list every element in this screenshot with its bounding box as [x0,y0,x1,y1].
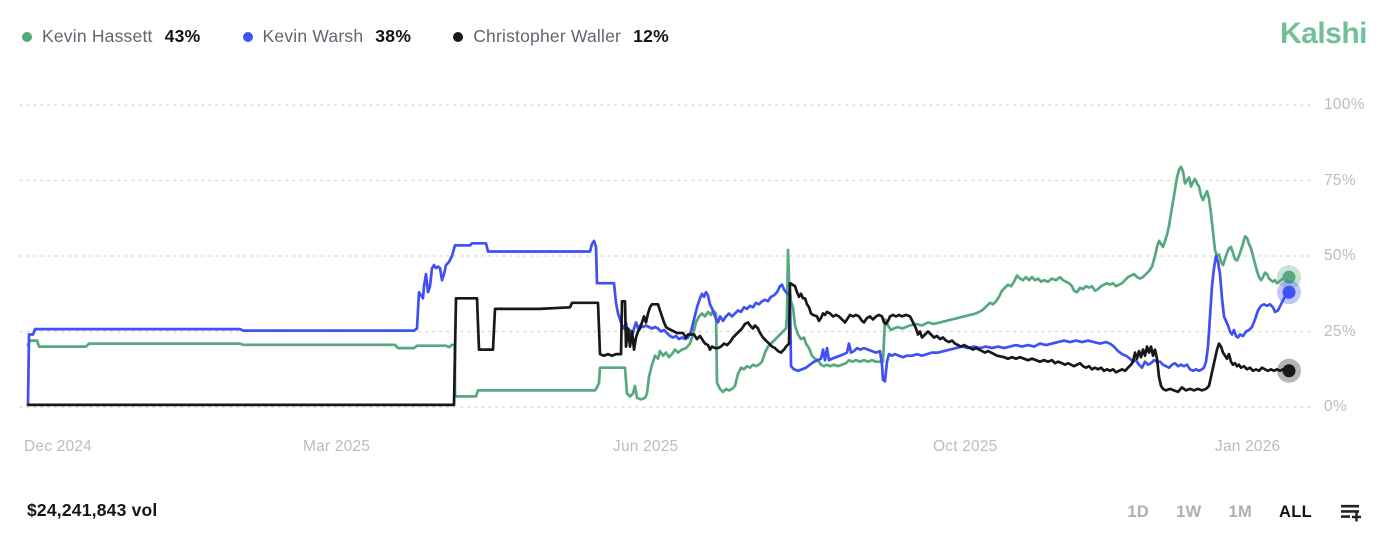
legend-value: 43% [164,26,201,46]
kalshi-logo: Kalshi [1279,17,1368,50]
chart-legend: Kevin Hassett 43% Kevin Warsh 38% Christ… [22,26,669,47]
legend-value: 12% [633,26,669,46]
y-axis-label-50: 50% [1324,247,1356,264]
x-axis-label-mar-2025: Mar 2025 [303,438,371,455]
range-button-all[interactable]: ALL [1279,502,1312,521]
x-axis-label-dec-2024: Dec 2024 [24,438,92,455]
range-button-1d[interactable]: 1D [1127,502,1150,521]
legend-name: Christopher Waller [473,26,622,46]
legend-item-christopher-waller[interactable]: Christopher Waller 12% [453,26,669,47]
list-plus-icon[interactable] [1337,500,1364,524]
range-button-1m[interactable]: 1M [1228,502,1253,521]
legend-item-kevin-hassett[interactable]: Kevin Hassett 43% [22,26,201,47]
x-axis-label-jan-2026: Jan 2026 [1215,438,1281,455]
legend-item-kevin-warsh[interactable]: Kevin Warsh 38% [242,26,412,47]
time-range-selector: 1D 1W 1M ALL [1127,500,1364,524]
legend-value: 38% [375,26,412,46]
x-axis-label-oct-2025: Oct 2025 [933,438,998,455]
volume-label: $24,241,843 vol [27,500,158,520]
y-axis-label-25: 25% [1324,322,1356,340]
legend-name: Kevin Hassett [42,26,153,46]
waller-series-dot-icon [453,31,464,42]
hassett-series-dot-icon [22,31,32,42]
y-axis-label-0: 0% [1324,398,1348,415]
warsh-series-dot-icon [242,31,253,42]
y-axis-label-100: 100% [1324,96,1365,113]
y-axis-label-75: 75% [1324,171,1356,189]
range-button-1w[interactable]: 1W [1176,502,1202,521]
x-axis-label-jun-2025: Jun 2025 [613,438,679,455]
legend-name: Kevin Warsh [262,26,364,46]
